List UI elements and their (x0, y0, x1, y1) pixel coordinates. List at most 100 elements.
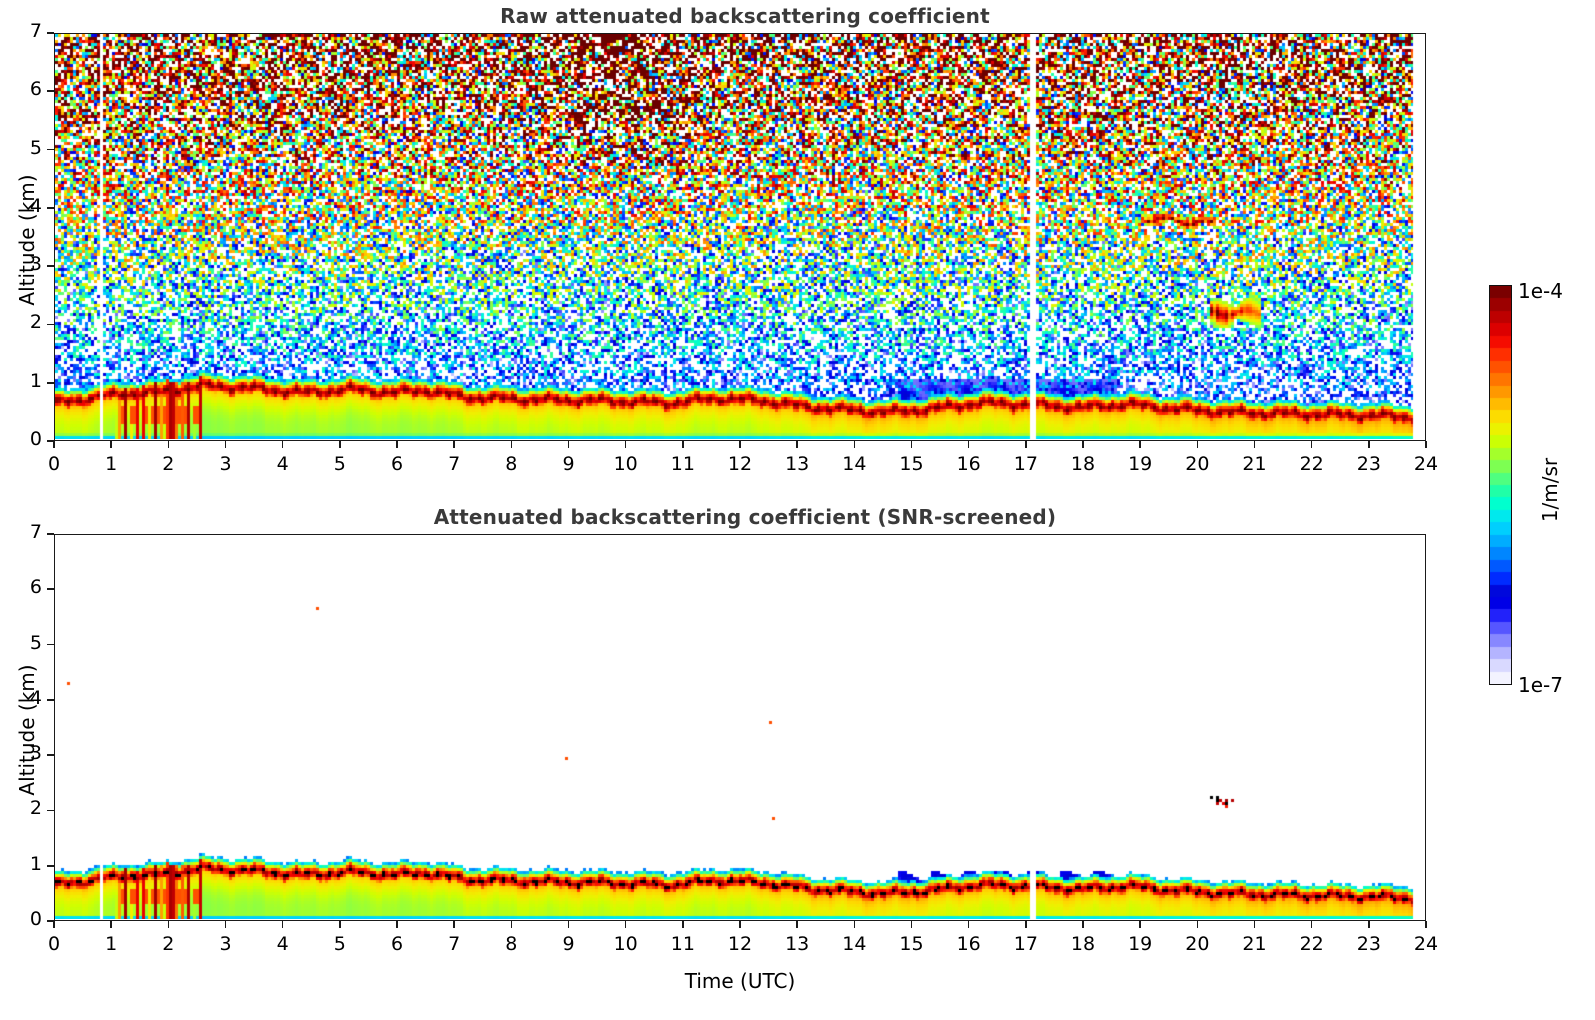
y-tick-label: 3 (29, 742, 42, 765)
colorbar-canvas (1490, 286, 1511, 684)
x-tick-label: 12 (727, 453, 753, 475)
y-tick-label: 3 (29, 253, 42, 276)
y-tick (47, 588, 54, 591)
y-tick-label: 1 (29, 369, 42, 392)
y-tick (47, 265, 54, 267)
x-tick-label: 20 (1185, 453, 1210, 475)
x-tick (1310, 441, 1313, 448)
y-tick-label: 5 (29, 631, 42, 654)
x-tick (53, 921, 55, 928)
y-tick-label: 0 (29, 428, 42, 450)
x-tick (53, 441, 55, 448)
y-tick-label: 2 (29, 797, 42, 820)
x-tick-label: 2 (162, 453, 175, 475)
x-tick (453, 441, 455, 448)
x-tick (1139, 441, 1141, 448)
x-tick-label: 23 (1356, 453, 1381, 475)
x-tick-label: 23 (1356, 933, 1381, 955)
y-tick-label: 4 (29, 194, 42, 217)
y-tick (47, 533, 54, 535)
x-tick (510, 921, 513, 928)
y-tick (47, 920, 54, 922)
x-tick (339, 441, 341, 448)
x-tick (853, 441, 856, 448)
x-tick-label: 22 (1299, 453, 1324, 475)
x-tick-label: 5 (333, 453, 346, 475)
y-tick (47, 809, 54, 812)
y-tick (47, 440, 54, 442)
x-tick (281, 921, 284, 928)
x-tick (1253, 921, 1256, 928)
x-tick-label: 14 (842, 453, 867, 475)
x-tick-label: 4 (276, 933, 289, 955)
y-tick (47, 864, 54, 867)
y-tick-label: 6 (29, 576, 42, 599)
x-tick (1082, 921, 1084, 928)
x-tick (396, 921, 398, 928)
x-tick (1253, 441, 1256, 448)
y-tick-label: 7 (29, 521, 42, 543)
x-tick-label: 9 (562, 453, 575, 475)
x-tick-label: 1 (105, 933, 118, 955)
x-tick (796, 441, 798, 448)
x-tick-label: 22 (1299, 933, 1324, 955)
x-tick-label: 18 (1070, 453, 1096, 475)
x-tick-label: 4 (276, 453, 289, 475)
x-tick (1425, 441, 1427, 448)
x-tick (1196, 441, 1199, 448)
x-tick-label: 0 (47, 453, 61, 475)
x-tick (1025, 921, 1027, 928)
x-tick (967, 921, 970, 928)
x-tick-label: 14 (842, 933, 867, 955)
x-tick (110, 921, 112, 928)
y-tick-label: 5 (29, 136, 42, 159)
x-tick (682, 441, 684, 448)
x-tick (453, 921, 455, 928)
x-tick-label: 16 (956, 933, 981, 955)
x-tick-label: 7 (448, 933, 461, 955)
x-axis-label: Time (UTC) (684, 969, 796, 993)
x-tick-label: 2 (162, 933, 175, 955)
x-tick (567, 441, 570, 448)
x-tick (739, 441, 741, 448)
x-tick (1368, 441, 1370, 448)
x-tick-label: 0 (47, 933, 61, 955)
x-tick-label: 15 (899, 933, 924, 955)
x-tick-label: 11 (670, 933, 695, 955)
y-tick (47, 643, 54, 646)
x-tick-label: 20 (1185, 933, 1210, 955)
x-tick-label: 12 (727, 933, 753, 955)
y-tick (47, 323, 54, 326)
x-tick-label: 10 (613, 453, 638, 475)
colorbar-unit-label: 1/m/sr (1538, 457, 1562, 523)
x-tick-label: 1 (105, 453, 118, 475)
y-tick-label: 4 (29, 686, 42, 709)
x-tick-label: 11 (670, 453, 695, 475)
x-tick (567, 921, 570, 928)
x-tick (1310, 921, 1313, 928)
x-tick (1425, 921, 1427, 928)
x-tick-label: 10 (613, 933, 638, 955)
x-tick (510, 441, 513, 448)
heatmap-axes-raw[interactable] (54, 33, 1426, 441)
y-tick (47, 699, 54, 701)
x-tick (739, 921, 741, 928)
x-tick-label: 21 (1242, 453, 1267, 475)
x-tick-label: 13 (785, 933, 810, 955)
panel-title-raw: Raw attenuated backscattering coefficien… (500, 4, 990, 28)
x-tick (224, 921, 227, 928)
x-tick (1139, 921, 1141, 928)
y-tick (47, 90, 54, 93)
x-tick (1368, 921, 1370, 928)
x-tick-label: 19 (1128, 453, 1153, 475)
x-tick-label: 17 (1013, 933, 1038, 955)
x-tick-label: 8 (505, 933, 518, 955)
x-tick (224, 441, 227, 448)
y-tick-label: 1 (29, 852, 42, 875)
x-tick-label: 5 (333, 933, 346, 955)
x-tick-label: 6 (390, 933, 404, 955)
heatmap-axes-screened[interactable] (54, 534, 1426, 921)
heatmap-canvas-raw (55, 34, 1424, 439)
x-tick (167, 921, 170, 928)
